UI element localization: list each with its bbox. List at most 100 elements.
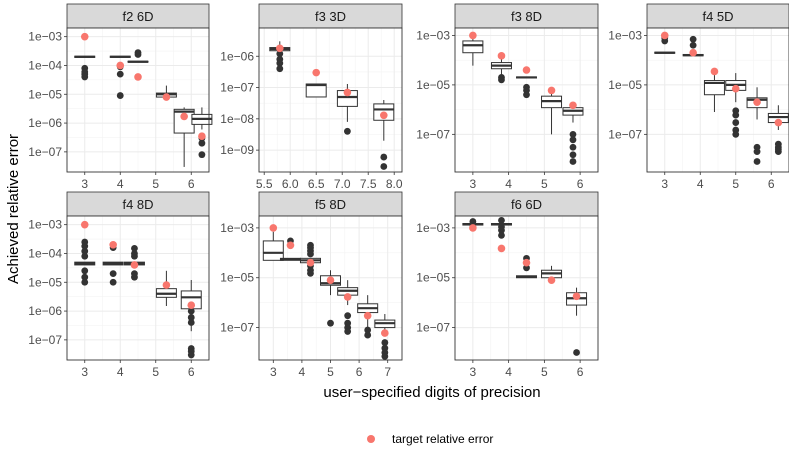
outlier-point	[109, 270, 117, 277]
outlier-point	[134, 51, 142, 58]
target-point	[497, 244, 506, 253]
x-tick-label: 4	[505, 365, 512, 379]
target-point	[116, 61, 125, 70]
outlier-point	[732, 119, 740, 126]
outlier-point	[198, 139, 206, 147]
target-point	[162, 93, 171, 101]
box-3.8	[490, 216, 512, 239]
target-point	[380, 111, 388, 120]
x-tick-label: 3	[470, 365, 477, 379]
y-tick-label: 1e−03	[608, 28, 642, 42]
outlier-point	[307, 250, 314, 258]
x-tick-label: 3	[81, 365, 88, 379]
y-tick-label: 1e−04	[28, 246, 62, 260]
target-point	[80, 220, 89, 229]
outlier-point	[81, 278, 89, 286]
target-point	[731, 84, 740, 93]
x-tick-label: 3	[270, 365, 277, 379]
outlier-point	[732, 130, 740, 138]
outlier-point	[116, 70, 124, 78]
target-point	[753, 98, 761, 106]
facet-title: f4 5D	[702, 9, 733, 24]
outlier-point	[198, 151, 206, 159]
y-tick-label: 1e−06	[28, 304, 62, 318]
target-point	[497, 52, 506, 60]
target-point	[381, 329, 389, 337]
box-6.9	[374, 314, 396, 360]
panel-border	[258, 27, 403, 173]
outlier-point	[116, 92, 124, 99]
y-tick-label: 1e−08	[220, 112, 254, 126]
outlier-point	[753, 158, 761, 165]
panel-border	[646, 27, 789, 173]
x-tick-label: 5	[732, 177, 739, 191]
y-tick-label: 1e−05	[608, 78, 642, 92]
x-tick-label: 6.0	[282, 177, 299, 191]
facet-panel: f4 5D 1e−03 1e−05 1e−07 3 4 5 6	[608, 3, 789, 191]
outlier-point	[344, 127, 351, 135]
outlier-point	[381, 352, 389, 360]
outlier-point	[498, 226, 505, 234]
outlier-point	[276, 50, 284, 58]
box-3	[74, 238, 96, 286]
outlier-point	[81, 267, 89, 275]
x-tick-label: 5	[541, 365, 548, 379]
x-tick-label: 4	[505, 177, 512, 191]
x-tick-label: 4	[117, 177, 124, 191]
x-tick-label: 7.5	[360, 177, 377, 191]
x-tick-label: 6	[188, 365, 195, 379]
target-point	[572, 292, 581, 301]
facet-strip	[454, 191, 599, 217]
target-point	[187, 301, 196, 309]
y-tick-label: 1e−07	[220, 321, 254, 335]
outlier-point	[569, 143, 577, 151]
facet-panel: f4 8D 1e−03 1e−04 1e−05 1e−06 1e−07 3 4 5 6	[28, 191, 210, 379]
y-tick-label: 1e−03	[416, 221, 450, 235]
outlier-point	[498, 76, 505, 84]
target-point	[276, 44, 284, 53]
x-tick-label: 3	[470, 177, 477, 191]
x-tick-label: 7	[384, 365, 391, 379]
outlier-point	[276, 59, 284, 67]
facet-strip	[66, 191, 210, 217]
outlier-point	[498, 216, 505, 224]
box-iqr	[462, 40, 484, 54]
y-tick-label: 1e−09	[220, 143, 254, 157]
outlier-point	[661, 37, 669, 45]
target-point	[710, 67, 719, 76]
x-tick-label: 6	[356, 365, 363, 379]
box-4.5	[516, 76, 537, 99]
outlier-point	[187, 351, 195, 359]
y-tick-label: 1e−07	[416, 321, 450, 335]
y-tick-label: 1e−05	[28, 275, 62, 289]
y-tick-label: 1e−05	[416, 78, 450, 92]
outlier-point	[327, 319, 334, 327]
x-tick-label: 7.0	[334, 177, 351, 191]
outlier-point	[187, 319, 195, 326]
y-tick-label: 1e−06	[28, 116, 62, 130]
facet-title: f3 3D	[315, 9, 346, 24]
outlier-point	[131, 244, 138, 252]
panel-border	[454, 27, 599, 173]
outlier-point	[81, 73, 89, 81]
target-point	[343, 88, 352, 97]
facet-strip	[258, 3, 403, 29]
target-point	[522, 258, 531, 267]
outlier-point	[753, 148, 761, 156]
box-5.2	[541, 92, 563, 135]
x-tick-label: 4	[697, 177, 704, 191]
box-4.4	[703, 75, 725, 113]
outlier-point	[774, 148, 782, 156]
outlier-point	[573, 349, 580, 356]
target-point	[774, 118, 783, 127]
y-tick-label: 1e−07	[28, 145, 62, 159]
outlier-point	[381, 339, 389, 346]
facet-strip	[66, 3, 210, 29]
x-tick-label: 5	[541, 177, 548, 191]
outlier-point	[364, 326, 372, 334]
outlier-point	[81, 273, 89, 281]
facet-title: f3 8D	[511, 9, 542, 24]
panels: f2 6D 1e−03 1e−04 1e−05 1e−06 1e−07 3 4 5 6 f3 3D 1…	[28, 3, 789, 379]
y-tick-label: 1e−07	[220, 81, 254, 95]
outlier-point	[689, 41, 697, 49]
